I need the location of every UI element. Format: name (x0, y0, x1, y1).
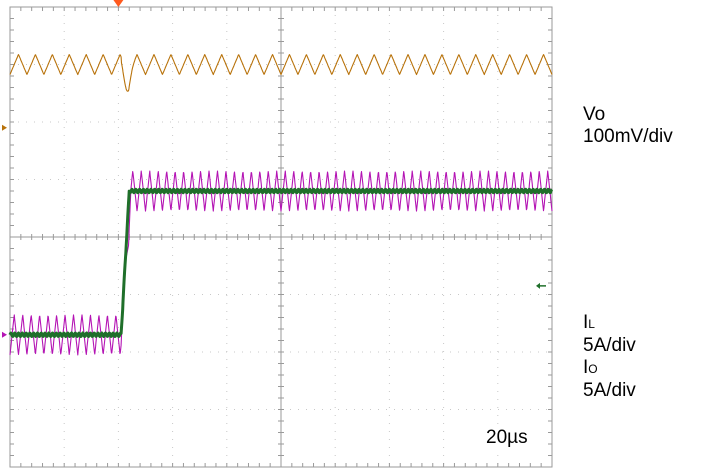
grid (9, 6, 553, 468)
trace-il (9, 170, 553, 356)
current-labels: IL 5A/div IO 5A/div (583, 312, 636, 402)
vo-label: Vo 100mV/div (583, 104, 673, 148)
io-offset-arrowhead (536, 282, 540, 289)
il-name: IL (583, 312, 595, 333)
markers (2, 0, 546, 338)
il-scale: 5A/div (583, 335, 636, 356)
trace-io (8, 187, 554, 338)
vo-ground-marker (2, 124, 7, 131)
vo-name: Vo (583, 104, 606, 125)
traces (8, 54, 554, 356)
io-name: IO (583, 357, 598, 378)
trace-vo (9, 54, 553, 92)
trigger-marker (113, 0, 124, 7)
vo-scale: 100mV/div (583, 126, 673, 147)
timebase-label: 20µs (483, 427, 531, 449)
io-scale: 5A/div (583, 380, 636, 401)
il-ground-marker (2, 331, 7, 338)
